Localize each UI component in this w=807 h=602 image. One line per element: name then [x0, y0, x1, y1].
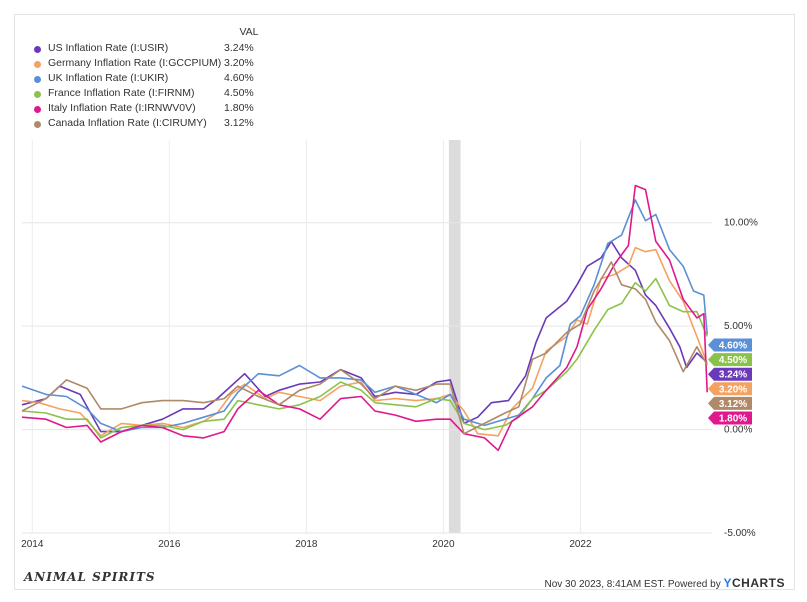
value-badge	[708, 382, 752, 396]
legend-dot	[34, 61, 41, 68]
legend-series-value: 3.20%	[224, 57, 254, 69]
y-tick-label: -5.00%	[724, 528, 756, 539]
value-badge	[708, 353, 752, 367]
legend-item[interactable]: Italy Inflation Rate (I:IRNWV0V) 1.80%	[28, 102, 268, 117]
value-badge	[708, 367, 752, 381]
legend-value-header: VAL	[239, 26, 259, 38]
series-line	[21, 246, 708, 437]
y-tick-label: 10.00%	[724, 218, 758, 229]
y-tick-label: 0.00%	[724, 425, 752, 436]
legend-dot	[34, 121, 41, 128]
legend-dot	[34, 106, 41, 113]
value-badge	[708, 411, 752, 425]
value-badge-label: 4.60%	[719, 341, 747, 352]
legend-item[interactable]: Germany Inflation Rate (I:GCCPIUM) 3.20%	[28, 57, 268, 72]
legend-series-name: UK Inflation Rate (I:UKIR)	[48, 72, 169, 84]
powered-by: Powered by	[667, 579, 721, 590]
legend-item[interactable]: France Inflation Rate (I:FIRNM) 4.50%	[28, 87, 268, 102]
legend-series-value: 1.80%	[224, 102, 254, 114]
series-line	[21, 184, 708, 452]
legend-series-name: Germany Inflation Rate (I:GCCPIUM)	[48, 57, 222, 69]
ycharts-logo[interactable]: YCHARTS	[723, 576, 785, 590]
legend-series-name: France Inflation Rate (I:FIRNM)	[48, 87, 195, 99]
legend-series-value: 3.12%	[224, 117, 254, 129]
legend-dot	[34, 91, 41, 98]
x-tick-label: 2022	[569, 539, 592, 550]
legend-series-name: Italy Inflation Rate (I:IRNWV0V)	[48, 102, 196, 114]
x-tick-label: 2018	[295, 539, 318, 550]
value-badge	[708, 338, 752, 352]
legend-series-name: Canada Inflation Rate (I:CIRUMY)	[48, 117, 207, 129]
timestamp: Nov 30 2023, 8:41AM EST.	[544, 579, 666, 590]
legend-dot	[34, 46, 41, 53]
legend-item[interactable]: UK Inflation Rate (I:UKIR) 4.60%	[28, 72, 268, 87]
legend-series-value: 3.24%	[224, 42, 254, 54]
chart-frame	[14, 14, 795, 590]
legend-dot	[34, 76, 41, 83]
series-line	[21, 277, 708, 439]
value-badge	[708, 396, 752, 410]
x-tick-label: 2016	[158, 539, 181, 550]
value-badge-label: 3.20%	[719, 384, 747, 395]
value-badge-label: 3.12%	[719, 399, 747, 410]
x-tick-label: 2020	[432, 539, 455, 550]
legend-series-value: 4.60%	[224, 72, 254, 84]
value-badge-label: 4.50%	[719, 355, 747, 366]
recession-band	[448, 140, 461, 533]
legend-series-name: US Inflation Rate (I:USIR)	[48, 42, 169, 54]
y-tick-label: 5.00%	[724, 321, 752, 332]
x-tick-label: 2014	[21, 539, 44, 550]
value-badge-label: 3.24%	[719, 370, 747, 381]
series-line	[21, 261, 708, 435]
legend-series-value: 4.50%	[224, 87, 254, 99]
animal-spirits-logo: ANIMAL SPIRITS	[24, 570, 156, 584]
legend-item[interactable]: US Inflation Rate (I:USIR) 3.24%	[28, 42, 268, 57]
footer: Nov 30 2023, 8:41AM EST. Powered by YCHA…	[544, 576, 785, 590]
series-line	[21, 240, 708, 433]
value-badge-label: 1.80%	[719, 414, 747, 425]
legend-item[interactable]: Canada Inflation Rate (I:CIRUMY) 3.12%	[28, 117, 268, 132]
